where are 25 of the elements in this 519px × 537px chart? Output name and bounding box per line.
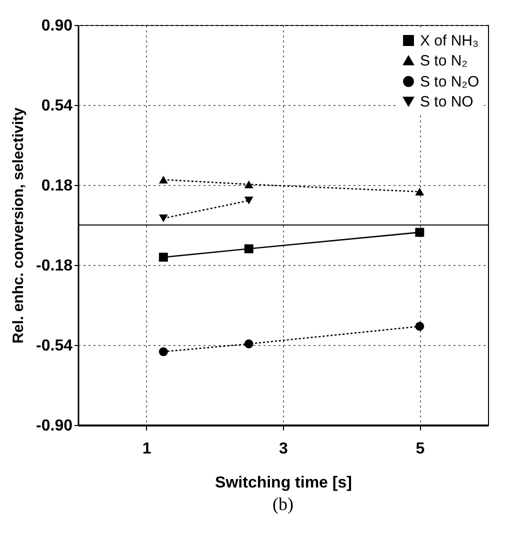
x-tick-label: 5 (416, 440, 425, 458)
point (415, 188, 424, 196)
x-tick-label: 1 (142, 440, 152, 458)
y-tick-label: -0.54 (36, 338, 73, 354)
y-tick-label: -0.90 (36, 418, 73, 434)
legend-label: S to N₂O (420, 74, 480, 90)
y-axis-title: Rel. enhc. conversion, selectivity (10, 106, 28, 344)
point (415, 228, 424, 237)
point (244, 339, 254, 348)
point (158, 347, 168, 356)
text: (b) (272, 494, 294, 514)
point (244, 244, 254, 254)
point (244, 180, 254, 188)
y-tick-label: -0.18 (36, 258, 73, 274)
legend-label: S to NO (420, 94, 474, 110)
point (415, 322, 424, 331)
legend-label: S to N₂ (420, 52, 468, 70)
y-tick-label: 0.18 (41, 178, 73, 194)
x-axis-title: Switching time [s] (215, 474, 352, 492)
y-tick-label: 0.54 (41, 98, 73, 114)
legend-label: X of NH₃ (420, 32, 479, 50)
y-tick-label: 0.90 (41, 18, 73, 34)
point (158, 176, 168, 184)
point (158, 252, 168, 262)
x-tick-label: 3 (279, 440, 288, 458)
